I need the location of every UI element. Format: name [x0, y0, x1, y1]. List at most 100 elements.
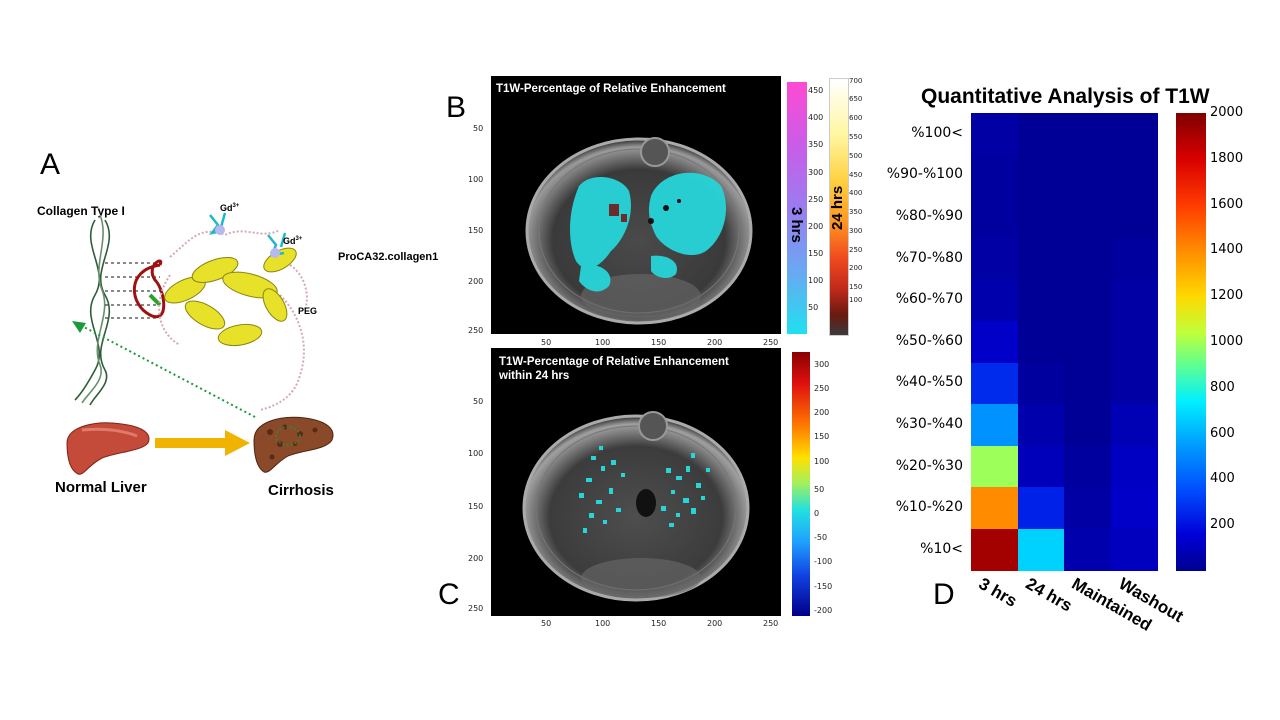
heatmap-cell: [1017, 237, 1065, 280]
heatmap-cell: [1017, 487, 1065, 530]
cirrhosis-label: Cirrhosis: [268, 482, 334, 499]
colorbar-3hrs-tick: 250: [808, 195, 824, 204]
protein-helices: [164, 247, 297, 347]
heatmap-cell: [1110, 279, 1158, 322]
heatmap-cell: [1017, 196, 1065, 239]
heatmap-cell: [1017, 362, 1065, 405]
colorbar-c-tick: 250: [814, 384, 830, 393]
heatmap-cell: [1064, 362, 1111, 405]
panel-b-ytick: 100: [468, 175, 484, 184]
heatmap-colorbar-tick: 400: [1210, 471, 1235, 487]
panel-b-ytick: 150: [468, 226, 484, 235]
panel-b-xtick: 200: [707, 338, 723, 347]
colorbar-c-tick: -200: [814, 606, 833, 615]
panel-b-xtick: 150: [651, 338, 667, 347]
panel-b-xtick: 100: [595, 338, 611, 347]
panel-b-ytick: 50: [473, 124, 484, 133]
heatmap-colorbar-tick: 2000: [1210, 105, 1244, 120]
heatmap-colorbar-tick: 1000: [1210, 334, 1244, 349]
heatmap-cell: [971, 279, 1018, 322]
colorbar-24hrs-tick: 150: [849, 283, 863, 291]
panel-c-xtick: 150: [651, 619, 667, 628]
colorbar-panel-c: [792, 352, 810, 616]
heatmap-cell: [1064, 154, 1111, 197]
panel-c-xtick: 250: [763, 619, 779, 628]
colorbar-3hrs-tick: 450: [808, 86, 824, 95]
peg-label: PEG: [298, 306, 318, 316]
colorbar-24hrs-label: 24 hrs: [829, 185, 846, 230]
panel-c-ytick: 250: [468, 604, 484, 613]
cirrhosis-liver-icon: [253, 416, 334, 473]
colorbar-24hrs-tick: 450: [849, 171, 863, 179]
colorbar-3hrs-tick: 350: [808, 140, 824, 149]
heatmap-cell: [971, 113, 1018, 156]
heatmap-row-label: %80-%90: [895, 208, 963, 224]
heatmap-colorbar: [1176, 113, 1206, 571]
heatmap-row-label: %50-%60: [895, 332, 963, 349]
heatmap-cell: [1064, 529, 1111, 572]
colorbar-c-tick: -50: [814, 533, 828, 542]
colorbar-24hrs-tick: 700: [849, 77, 863, 85]
panel-b-letter: B: [446, 91, 467, 124]
panel-c-ytick: 100: [468, 449, 484, 458]
panel-c-ytick: 200: [468, 554, 484, 563]
gd-label-2: Gd3+: [283, 236, 303, 246]
heatmap-cell: [971, 321, 1018, 364]
panel-a-illustration: [72, 212, 308, 418]
colorbar-24hrs-tick: 200: [849, 264, 863, 272]
enhancement-overlay-c: [579, 446, 710, 533]
heatmap-row-label: %20-%30: [895, 457, 963, 474]
heatmap-cell: [971, 154, 1018, 197]
panel-b-mri-image: T1W-Percentage of Relative Enhancement: [491, 76, 781, 334]
heatmap-cell: [1110, 196, 1158, 239]
heatmap-row-label: %40-%50: [895, 374, 963, 391]
heatmap-cell: [1110, 154, 1158, 197]
colorbar-c-tick: 50: [814, 485, 825, 494]
heatmap-colorbar-tick: 600: [1210, 425, 1235, 441]
panel-c-ytick: 50: [473, 397, 484, 406]
collagen-fiber: [74, 214, 111, 406]
heatmap-colorbar-tick: 1200: [1210, 288, 1244, 304]
panel-c-title: T1W-Percentage of Relative Enhancement w…: [499, 355, 729, 383]
colorbar-c-tick: 200: [814, 408, 830, 417]
panel-c-title-line2: within 24 hrs: [499, 370, 570, 382]
heatmap-row-label: %10<: [920, 540, 963, 557]
heatmap-row-label: %100<: [911, 124, 963, 141]
heatmap-cell: [1064, 279, 1111, 322]
heatmap-colorbar-tick: 200: [1210, 517, 1235, 533]
panel-b-title: T1W-Percentage of Relative Enhancement: [496, 83, 726, 95]
panel-b-ytick: 250: [468, 326, 484, 335]
heatmap-cell: [1064, 445, 1111, 488]
collagen-label: Collagen Type I: [37, 204, 125, 218]
colorbar-24hrs-tick: 650: [849, 95, 863, 103]
colorbar-3hrs-tick: 400: [808, 113, 824, 122]
heatmap-cell: [1017, 404, 1065, 447]
gd-binding-sites: [209, 212, 287, 258]
heatmap-cell: [971, 362, 1018, 405]
panel-d-letter: D: [933, 578, 955, 611]
panel-c-title-line1: T1W-Percentage of Relative Enhancement: [499, 356, 729, 368]
panel-c-xtick: 200: [707, 619, 723, 628]
heatmap-row-label: %30-%40: [895, 416, 963, 432]
peg-chain: [169, 229, 281, 258]
heatmap-row-label: %10-%20: [895, 499, 963, 516]
heatmap-cell: [1110, 529, 1158, 572]
heatmap-colorbar-tick: 1600: [1210, 196, 1244, 212]
panel-b-ytick: 200: [468, 277, 484, 286]
panel-c-letter: C: [438, 578, 460, 611]
heatmap-colorbar-tick: 1400: [1210, 242, 1244, 258]
heatmap-cell: [1017, 154, 1065, 197]
arrow-icon: [155, 430, 250, 456]
panel-c-xtick: 50: [541, 619, 552, 628]
colorbar-c-tick: 0: [814, 509, 820, 518]
heatmap-cell: [971, 529, 1018, 572]
colorbar-3hrs-tick: 50: [808, 303, 819, 312]
heatmap-row-label: %60-%70: [895, 291, 963, 308]
colorbar-24hrs: [829, 78, 849, 336]
enhancement-overlay-b: [570, 172, 726, 292]
normal-liver-label: Normal Liver: [55, 479, 147, 496]
heatmap-cell: [1017, 113, 1065, 156]
heatmap-cell: [1017, 321, 1065, 364]
colorbar-24hrs-tick: 500: [849, 152, 863, 160]
colorbar-3hrs-tick: 100: [808, 276, 824, 285]
